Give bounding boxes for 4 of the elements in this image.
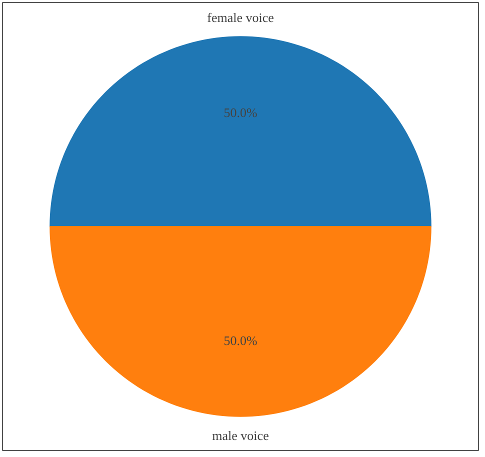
data-label: 50.0% — [224, 332, 258, 348]
data-label: 50.0% — [224, 105, 258, 120]
slice-label: female voice — [207, 10, 274, 26]
slice-label: male voice — [212, 428, 270, 443]
